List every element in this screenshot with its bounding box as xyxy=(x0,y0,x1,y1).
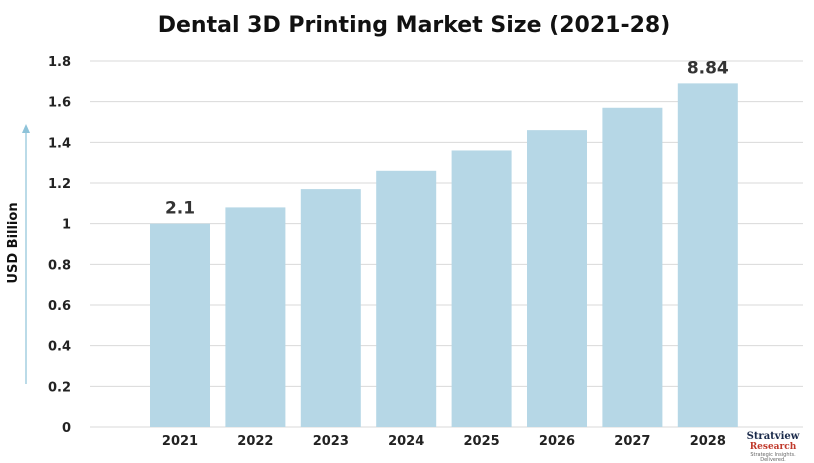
y-tick-label: 1.6 xyxy=(48,96,71,111)
bar-2028 xyxy=(677,83,738,427)
bars xyxy=(150,83,738,428)
y-axis-label: USD Billion xyxy=(6,202,21,283)
x-tick-label: 2028 xyxy=(690,434,726,449)
x-tick-label: 2026 xyxy=(539,434,575,449)
x-tick-label: 2027 xyxy=(614,434,650,449)
y-tick-label: 0.8 xyxy=(48,258,71,273)
y-tick-label: 0.4 xyxy=(48,340,71,355)
x-tick-label: 2022 xyxy=(237,434,273,449)
chart-title: Dental 3D Printing Market Size (2021-28) xyxy=(158,13,671,38)
logo-tagline: Strategic Insights. Delivered. xyxy=(750,452,796,463)
y-tick-label: 1.4 xyxy=(48,136,71,151)
bar-2025 xyxy=(451,150,512,427)
y-axis-label-group: USD Billion xyxy=(6,124,30,384)
x-tick-label: 2024 xyxy=(388,434,424,449)
bar-2027 xyxy=(602,107,663,428)
y-tick-label: 1 xyxy=(62,218,71,233)
data-labels: 2.1 8.84 xyxy=(165,58,729,218)
bar-2021 xyxy=(150,223,210,427)
bar-2023 xyxy=(300,189,361,427)
y-axis-arrowhead xyxy=(22,124,30,133)
x-tick-label: 2021 xyxy=(162,434,198,449)
x-tick-label: 2023 xyxy=(313,434,349,449)
bar-2024 xyxy=(376,170,437,428)
data-label-2028: 8.84 xyxy=(687,58,729,78)
y-tick-label: 0 xyxy=(62,421,71,436)
logo-sub-text: Research xyxy=(749,442,797,452)
y-axis-ticks: 0 0.2 0.4 0.6 0.8 1 1.2 1.4 1.6 1.8 xyxy=(48,55,71,436)
bar-2026 xyxy=(527,130,587,427)
logo-main-text: Stratview xyxy=(746,431,800,442)
y-tick-label: 0.2 xyxy=(48,380,71,395)
x-tick-label: 2025 xyxy=(464,434,500,449)
y-tick-label: 1.2 xyxy=(48,177,71,192)
x-axis-ticks: 2021 2022 2023 2024 2025 2026 2027 2028 xyxy=(162,434,726,449)
y-tick-label: 0.6 xyxy=(48,299,71,314)
data-label-2021: 2.1 xyxy=(165,199,195,219)
y-tick-label: 1.8 xyxy=(48,55,71,70)
stratview-logo: Stratview Research Strategic Insights. D… xyxy=(742,431,804,463)
bar-2022 xyxy=(225,207,286,427)
